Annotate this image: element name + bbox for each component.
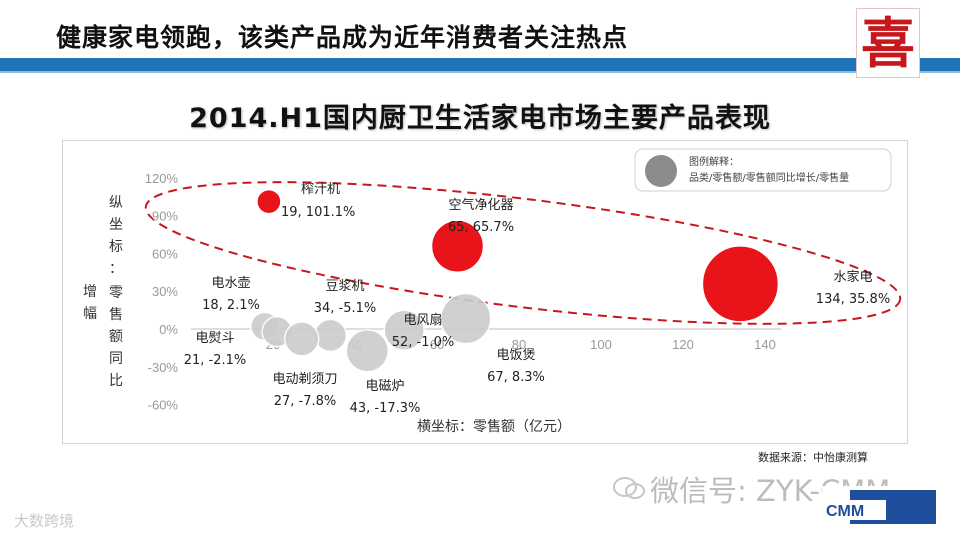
- bubble-豆浆机: [313, 318, 348, 353]
- point-name-label: 电饭煲: [496, 347, 535, 363]
- bubble-电饭煲: [439, 292, 492, 345]
- y-axis-label-char: 增: [83, 284, 97, 300]
- legend-title: 图例解释：: [689, 155, 739, 168]
- y-tick-label: 30%: [152, 284, 178, 299]
- brand-logo: 喜: [856, 8, 920, 78]
- legend-box: [634, 148, 892, 192]
- point-name-label: 空气净化器: [448, 197, 513, 213]
- y-axis-label-char: 幅: [83, 306, 97, 322]
- point-name-label: 电风扇: [403, 312, 442, 328]
- point-value-label: 43, -17.3%: [350, 401, 421, 416]
- y-axis-label-char: 售: [109, 307, 123, 323]
- y-tick-label: -60%: [148, 398, 179, 413]
- point-value-label: 67, 8.3%: [487, 370, 545, 385]
- x-tick-label: 140: [754, 337, 776, 352]
- chart-title: 2014.H1国内厨卫生活家电市场主要产品表现: [189, 103, 771, 134]
- point-value-label: 134, 35.8%: [816, 292, 890, 307]
- point-name-label: 电磁炉: [365, 379, 404, 394]
- bubble-电磁炉: [345, 329, 390, 373]
- point-name-label: 电动剃须刀: [272, 372, 337, 387]
- x-tick-label: 100: [590, 337, 612, 352]
- y-tick-label: 0%: [159, 322, 178, 337]
- point-name-label: 豆浆机: [325, 279, 364, 294]
- y-tick-label: 60%: [152, 246, 178, 261]
- x-tick-label: 120: [672, 337, 694, 352]
- y-axis-label-char: 比: [109, 373, 123, 389]
- x-axis-label: 横坐标：零售额（亿元）: [417, 419, 571, 435]
- point-value-label: 27, -7.8%: [274, 394, 337, 409]
- data-source-note: 数据来源：中怡康测算: [758, 451, 868, 464]
- point-name-label: 电熨斗: [195, 331, 234, 346]
- chart-frame: 120%90%60%30%0%-30%-60%20406080100120140…: [62, 140, 908, 444]
- point-value-label: 18, 2.1%: [202, 298, 260, 313]
- y-tick-label: 120%: [145, 171, 179, 186]
- x-tick-label: 80: [512, 337, 526, 352]
- x-tick-label: 60: [430, 337, 444, 352]
- point-name-label: 水家电: [833, 269, 872, 285]
- bubble-电动剃须刀: [283, 321, 320, 357]
- header-bar: [0, 58, 960, 71]
- bubble-水家电: [701, 245, 780, 323]
- y-tick-label: 90%: [152, 209, 178, 224]
- y-axis-label-char: 零: [109, 285, 123, 301]
- point-value-label: 21, -2.1%: [184, 353, 247, 368]
- y-axis-label-char: 标: [109, 239, 123, 255]
- point-value-label: 52, -1.0%: [392, 335, 455, 350]
- wechat-icon: [613, 477, 645, 499]
- logo-glyph: 喜: [861, 11, 915, 75]
- cmm-text: CMM: [826, 503, 864, 520]
- point-value-label: 19, 101.1%: [281, 205, 355, 220]
- y-axis-label-char: 同: [109, 351, 123, 367]
- y-axis-label-char: 纵: [109, 195, 123, 211]
- highlight-ellipse: [144, 181, 902, 325]
- bubble-空气净化器: [430, 219, 485, 273]
- legend-text: 品类/零售额/零售额同比增长/零售量: [689, 171, 849, 184]
- point-value-label: 34, -5.1%: [314, 301, 377, 316]
- y-tick-label: -30%: [148, 360, 179, 375]
- y-axis-label-char: 坐: [109, 217, 123, 233]
- y-axis-label-char: 额: [109, 329, 123, 345]
- legend-bubble: [645, 155, 677, 187]
- bottom-watermark: 大数跨境: [14, 512, 75, 530]
- bubble-chart: 120%90%60%30%0%-30%-60%20406080100120140…: [83, 148, 902, 435]
- y-axis-label-char: ：: [109, 261, 123, 277]
- point-value-label: 65, 65.7%: [448, 220, 514, 235]
- slide-header-title: 健康家电领跑，该类产品成为近年消费者关注热点: [56, 23, 629, 52]
- header-bar-accent: [0, 71, 960, 73]
- cmm-logo: CMM: [822, 486, 940, 528]
- bubble-榨汁机: [256, 188, 282, 215]
- point-name-label: 电水壶: [211, 276, 250, 291]
- point-name-label: 榨汁机: [301, 181, 340, 197]
- bubble-电风扇: [383, 309, 425, 352]
